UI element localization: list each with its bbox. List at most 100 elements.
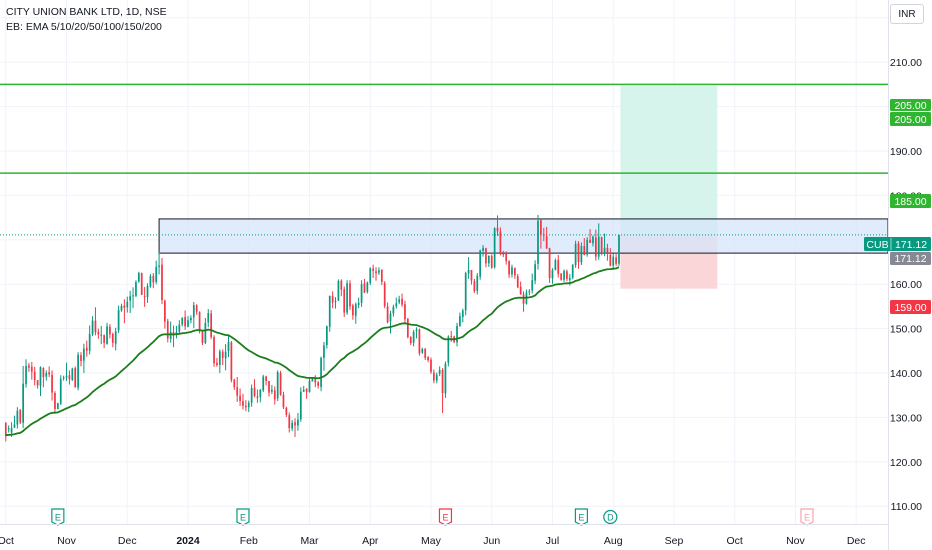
candle <box>406 317 409 339</box>
candle-body <box>166 321 169 339</box>
candle-body <box>493 228 496 268</box>
candle <box>192 301 195 329</box>
time-axis-label: Oct <box>727 535 743 547</box>
event-marker-dividend[interactable]: D <box>603 509 618 525</box>
candle <box>54 391 56 414</box>
candle <box>557 254 560 278</box>
candle-body <box>406 318 409 338</box>
candle-body <box>557 259 560 274</box>
tag-185-background <box>890 194 931 208</box>
candle-body <box>247 402 250 408</box>
candle-body <box>502 253 505 255</box>
candle <box>242 393 244 410</box>
candle-body <box>308 380 311 393</box>
candle <box>85 340 88 357</box>
time-axis[interactable]: Oct Nov Dec 2024 Feb Mar Apr May Jun Jul Aug Sep Oct… <box>0 535 866 547</box>
candle-body <box>253 387 256 397</box>
candle <box>178 320 181 335</box>
candle <box>279 370 282 396</box>
candle-body <box>94 320 97 333</box>
candle-body <box>181 317 184 325</box>
candle <box>571 264 574 280</box>
tag-205-text: 205.00 <box>894 114 926 126</box>
candle <box>233 378 236 390</box>
event-marker-earnings[interactable]: E <box>51 508 65 526</box>
event-marker-earnings-future[interactable]: E <box>800 508 814 526</box>
symbol-title[interactable]: CITY UNION BANK LTD, 1D, NSE <box>6 6 167 18</box>
candle-body <box>282 394 285 408</box>
candle-body <box>615 257 617 264</box>
price-tag-159: 159.00 <box>890 300 931 314</box>
event-marker-earnings-negative[interactable]: E <box>438 508 453 526</box>
candle-body <box>418 329 421 354</box>
chart-legend: CITY UNION BANK LTD, 1D, NSE EB: EMA 5/1… <box>6 5 167 35</box>
candle-body <box>302 389 305 392</box>
candle-body <box>586 239 589 255</box>
candle <box>59 375 62 405</box>
candle-body <box>337 281 340 301</box>
candle <box>389 310 392 334</box>
candle-body <box>83 348 85 361</box>
candle-body <box>250 388 253 403</box>
candle-body <box>299 391 302 420</box>
event-marker-label: E <box>442 513 448 523</box>
candle <box>456 322 458 347</box>
candle-body <box>262 376 265 391</box>
event-marker-earnings[interactable]: E <box>574 508 588 526</box>
candle <box>412 329 415 347</box>
candle-body <box>132 295 134 297</box>
candle-body <box>271 389 273 392</box>
candle <box>618 234 620 266</box>
candle-body <box>126 301 129 308</box>
candle <box>7 425 10 433</box>
candle <box>4 422 7 442</box>
candle <box>519 281 522 295</box>
candle-body <box>560 273 563 280</box>
candle <box>592 235 594 247</box>
candle-body <box>378 270 380 273</box>
time-axis-label: Aug <box>604 535 623 547</box>
candle-body <box>597 236 600 257</box>
candle <box>409 336 412 346</box>
candle-body <box>323 345 325 358</box>
candle <box>77 352 79 391</box>
candle <box>19 408 22 425</box>
earnings-icon <box>800 508 814 526</box>
price-axis-label: 140.00 <box>890 368 922 380</box>
candle <box>528 289 531 296</box>
candle-body <box>580 246 583 263</box>
candle-body <box>551 269 554 279</box>
candle-body <box>288 415 291 429</box>
indicator-title[interactable]: EB: EMA 5/10/20/50/100/150/200 <box>6 21 162 33</box>
currency-badge[interactable]: INR <box>890 4 924 24</box>
candle-body <box>33 371 36 381</box>
event-marker-label: D <box>607 513 614 523</box>
time-axis-label: Oct <box>0 535 14 547</box>
candle-body <box>528 291 531 293</box>
candle-body <box>490 255 493 268</box>
candle-body <box>363 283 366 293</box>
candle <box>499 227 502 256</box>
candle-body <box>352 305 354 316</box>
candle-body <box>577 243 580 262</box>
candle <box>343 286 346 318</box>
candle <box>143 286 146 307</box>
event-marker-earnings[interactable]: E <box>236 508 250 526</box>
candle <box>369 267 372 286</box>
candle-body <box>129 296 132 301</box>
candle <box>375 267 377 281</box>
candle-body <box>519 286 522 294</box>
candle-body <box>221 351 224 358</box>
candle-body <box>513 267 516 276</box>
candle-body <box>496 227 499 232</box>
drawing-zones <box>158 84 889 289</box>
candle-body <box>7 428 10 430</box>
candle-body <box>259 389 262 397</box>
candle <box>505 251 508 265</box>
candle-body <box>415 329 418 332</box>
candle-body <box>516 276 519 288</box>
resistance-zone <box>158 218 889 254</box>
candle-body <box>311 377 314 382</box>
